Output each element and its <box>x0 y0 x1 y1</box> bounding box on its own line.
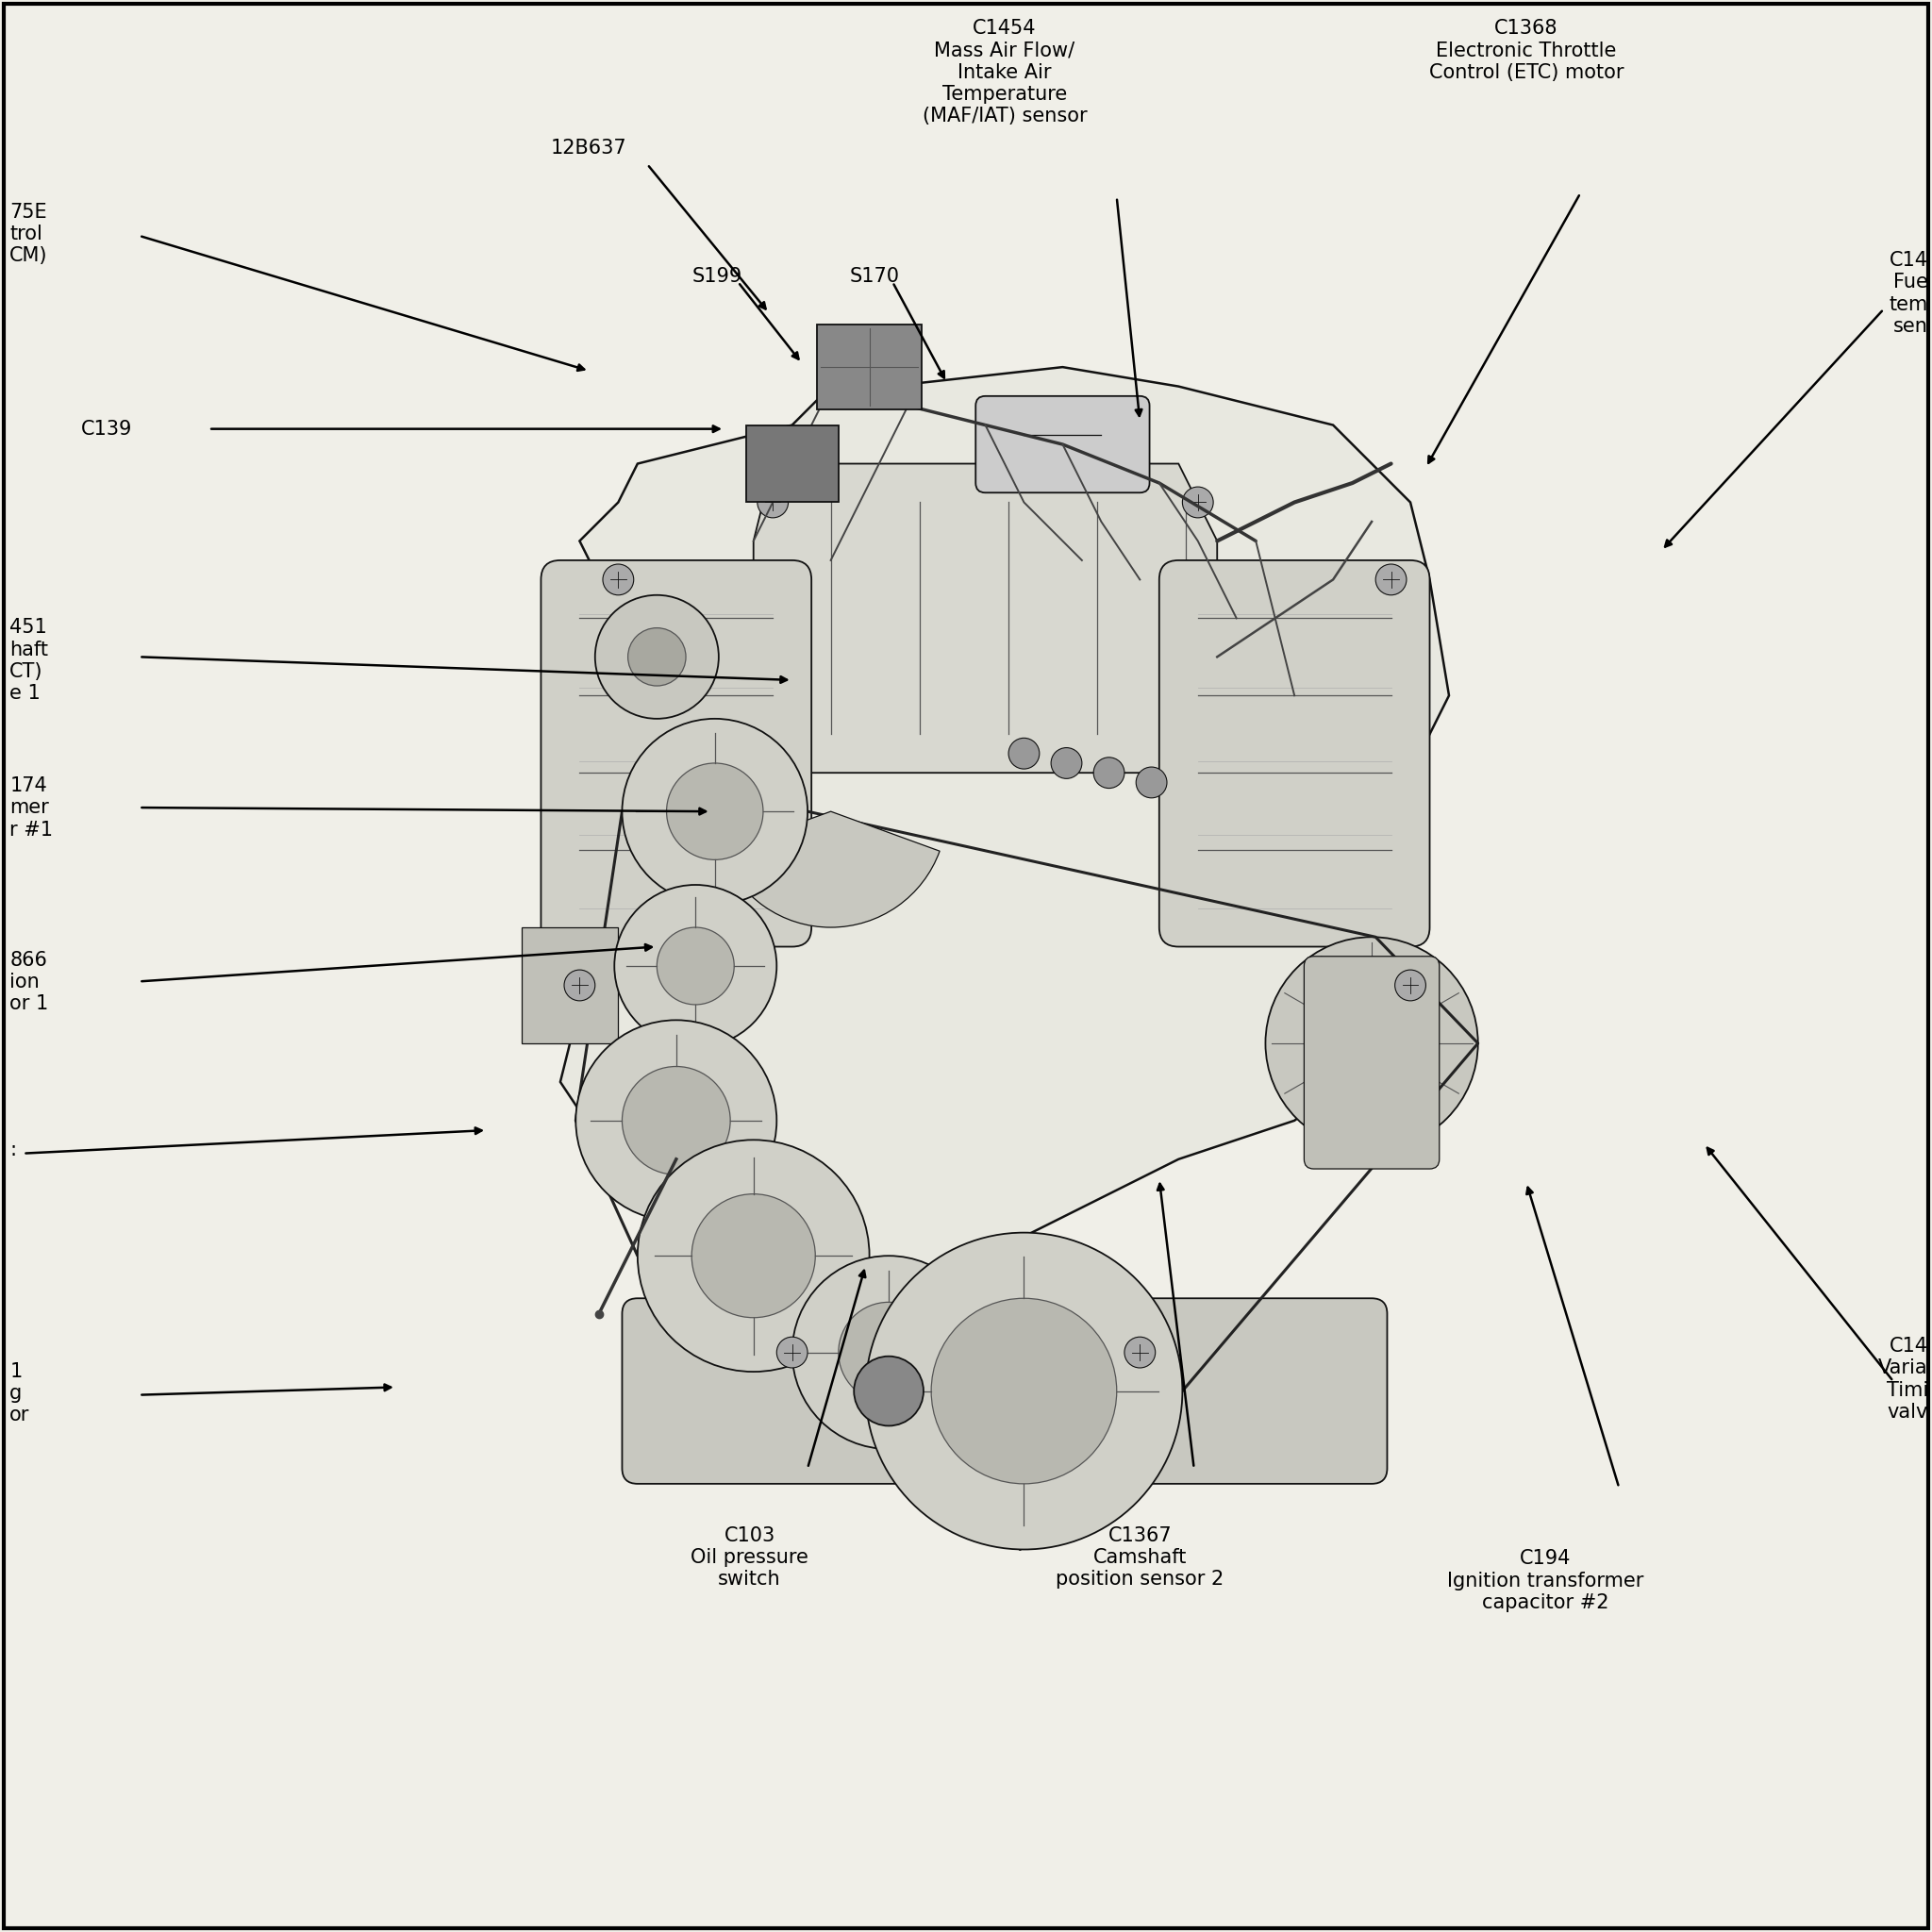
Polygon shape <box>753 464 1217 773</box>
Circle shape <box>792 1256 985 1449</box>
Text: 12B637: 12B637 <box>551 139 626 158</box>
Circle shape <box>1376 564 1406 595</box>
Circle shape <box>1051 748 1082 779</box>
Circle shape <box>576 1020 777 1221</box>
Circle shape <box>1124 1337 1155 1368</box>
Text: S199: S199 <box>692 267 742 286</box>
Circle shape <box>628 628 686 686</box>
Circle shape <box>603 564 634 595</box>
Text: C139: C139 <box>81 419 133 439</box>
Text: 451
haft
CT)
e 1: 451 haft CT) e 1 <box>10 618 48 703</box>
Circle shape <box>866 1233 1182 1549</box>
Wedge shape <box>723 811 939 927</box>
FancyBboxPatch shape <box>817 325 922 410</box>
Circle shape <box>854 1356 923 1426</box>
Text: 1
g
or: 1 g or <box>10 1362 29 1424</box>
Circle shape <box>638 1140 869 1372</box>
Text: C14
Fue
tem
sen: C14 Fue tem sen <box>1889 251 1928 336</box>
Bar <box>522 927 618 1043</box>
Circle shape <box>931 1298 1117 1484</box>
Circle shape <box>1265 937 1478 1150</box>
Circle shape <box>667 763 763 860</box>
Circle shape <box>622 719 808 904</box>
Text: 174
mer
r #1: 174 mer r #1 <box>10 777 52 838</box>
Circle shape <box>777 1337 808 1368</box>
Text: 866
ion
or 1: 866 ion or 1 <box>10 951 48 1012</box>
Circle shape <box>657 927 734 1005</box>
Text: C194
Ignition transformer
capacitor #2: C194 Ignition transformer capacitor #2 <box>1447 1549 1644 1611</box>
Circle shape <box>1009 738 1039 769</box>
FancyBboxPatch shape <box>746 425 838 502</box>
Circle shape <box>595 595 719 719</box>
Circle shape <box>614 885 777 1047</box>
FancyBboxPatch shape <box>622 1298 1387 1484</box>
FancyBboxPatch shape <box>1304 956 1439 1169</box>
FancyBboxPatch shape <box>541 560 811 947</box>
Polygon shape <box>560 367 1449 1352</box>
Circle shape <box>1395 970 1426 1001</box>
Text: C1367
Camshaft
position sensor 2: C1367 Camshaft position sensor 2 <box>1055 1526 1225 1588</box>
Text: S170: S170 <box>850 267 900 286</box>
FancyBboxPatch shape <box>1159 560 1430 947</box>
Circle shape <box>564 970 595 1001</box>
Circle shape <box>1136 767 1167 798</box>
Circle shape <box>1182 487 1213 518</box>
Circle shape <box>1094 757 1124 788</box>
Text: :: : <box>10 1140 15 1159</box>
Text: C14
Varia
Timi
valv: C14 Varia Timi valv <box>1878 1337 1928 1422</box>
Circle shape <box>757 487 788 518</box>
FancyBboxPatch shape <box>976 396 1150 493</box>
Text: C1454
Mass Air Flow/
Intake Air
Temperature
(MAF/IAT) sensor: C1454 Mass Air Flow/ Intake Air Temperat… <box>922 19 1088 126</box>
Circle shape <box>622 1066 730 1175</box>
Text: 75E
trol
CM): 75E trol CM) <box>10 203 48 265</box>
Text: C103
Oil pressure
switch: C103 Oil pressure switch <box>692 1526 808 1588</box>
Circle shape <box>1318 989 1426 1097</box>
Text: C1368
Electronic Throttle
Control (ETC) motor: C1368 Electronic Throttle Control (ETC) … <box>1430 19 1623 81</box>
Circle shape <box>692 1194 815 1318</box>
Circle shape <box>838 1302 939 1403</box>
